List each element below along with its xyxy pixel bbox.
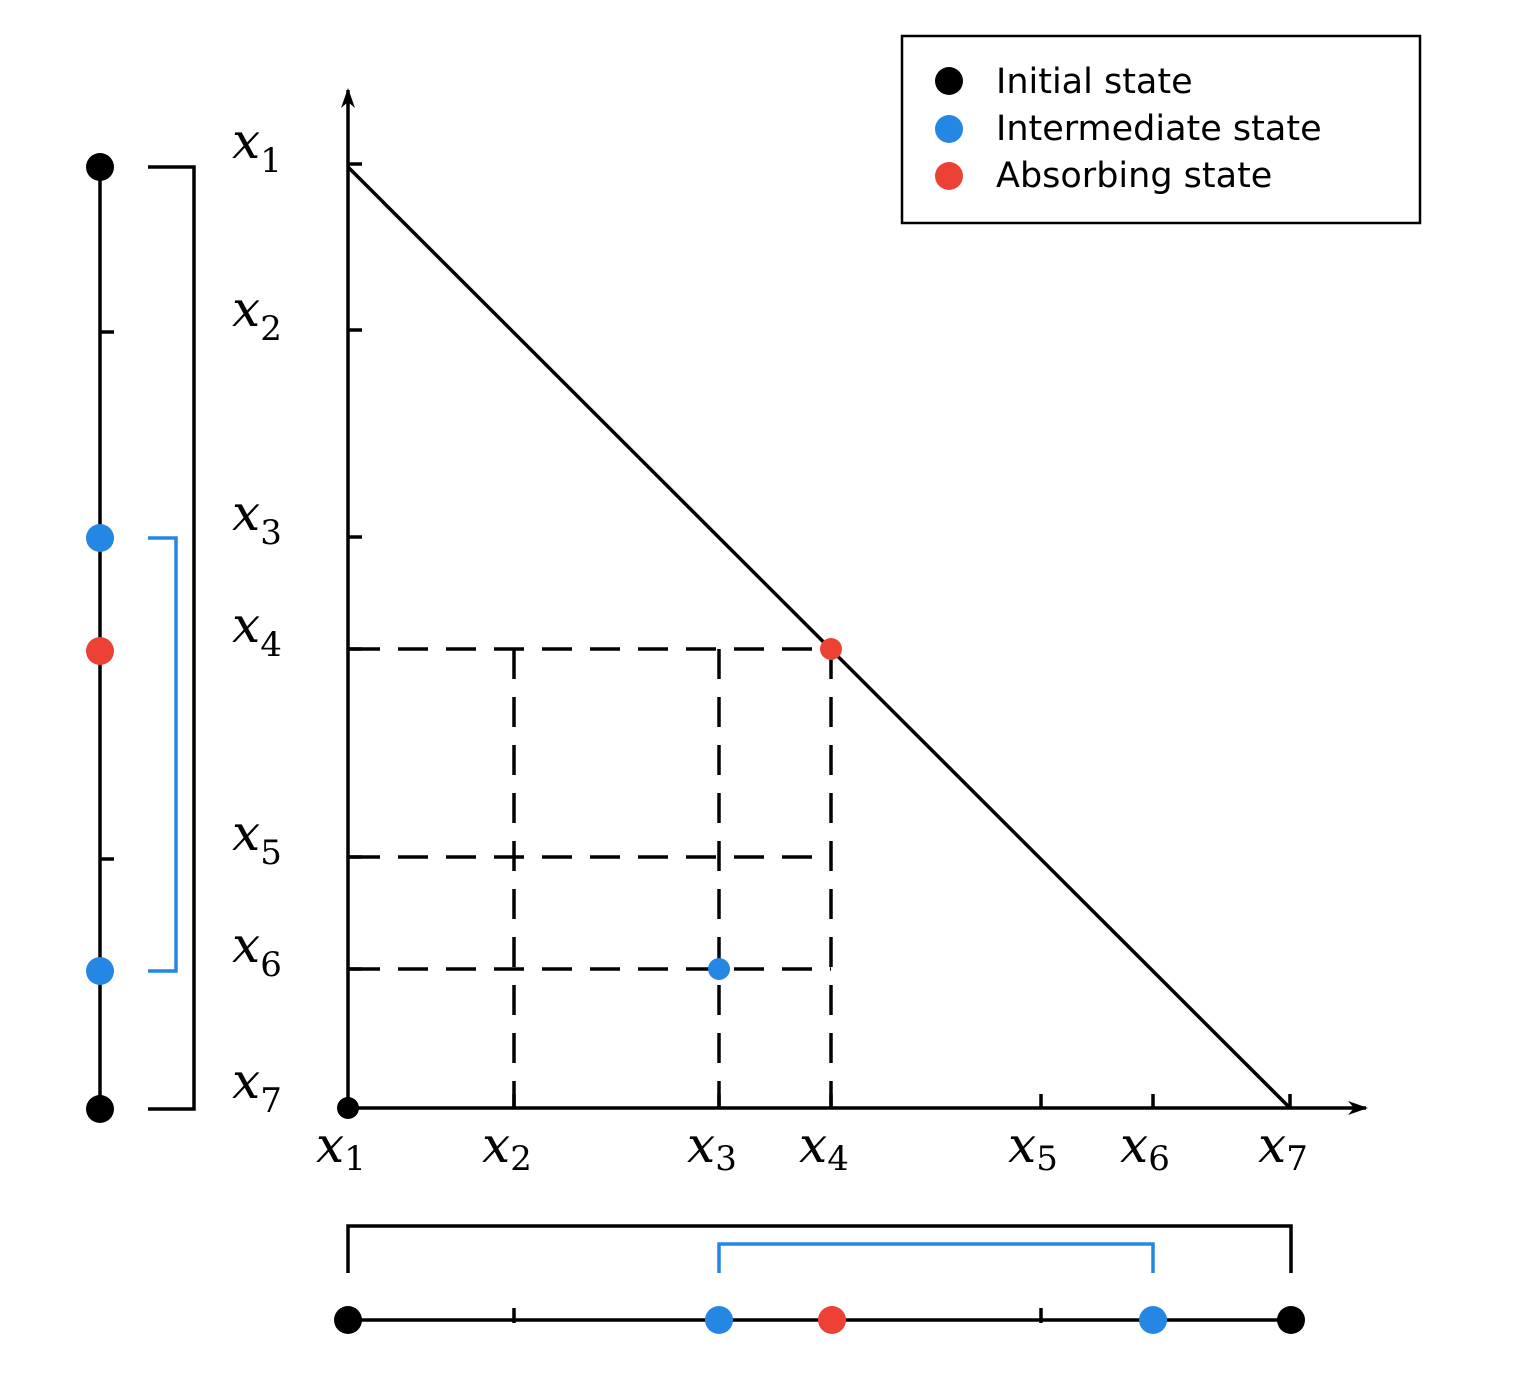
- left-point-x3: [86, 524, 114, 552]
- y-label-x4: x4: [232, 596, 282, 665]
- legend-marker-absorbing: [935, 162, 963, 190]
- bottom-point-x6: [1139, 1306, 1167, 1334]
- x-label-x2: x2: [482, 1116, 532, 1179]
- left-point-x7: [86, 1095, 114, 1123]
- left-number-line: [86, 153, 196, 1123]
- diagonal-boundary: [346, 165, 1292, 1110]
- x-label-x5: x5: [1008, 1116, 1058, 1179]
- origin-point: [337, 1097, 359, 1119]
- y-axis-labels: x1 x2 x3 x4 x5 x6 x7: [232, 112, 282, 1121]
- bottom-outer-bracket: [346, 1224, 1293, 1273]
- bottom-point-x7: [1277, 1306, 1305, 1334]
- x-label-x3: x3: [687, 1116, 737, 1179]
- left-outer-bracket: [148, 165, 196, 1111]
- bottom-point-x3: [705, 1306, 733, 1334]
- x-axis-labels: x1 x2 x3 x4 x5 x6 x7: [316, 1116, 1308, 1179]
- x-label-x1: x1: [316, 1116, 366, 1179]
- y-axis-ticks: [348, 162, 362, 971]
- y-label-x5: x5: [232, 804, 282, 873]
- x-label-x4: x4: [799, 1116, 849, 1179]
- left-point-x6: [86, 957, 114, 985]
- intermediate-point: [708, 958, 730, 980]
- left-inner-bracket: [148, 536, 178, 973]
- bottom-inner-bracket: [717, 1242, 1155, 1273]
- y-label-x2: x2: [232, 280, 282, 349]
- left-point-x1: [86, 153, 114, 181]
- legend-label-absorbing: Absorbing state: [996, 156, 1272, 196]
- absorbing-point: [820, 638, 842, 660]
- y-label-x1: x1: [232, 112, 282, 181]
- legend-box: [900, 34, 1422, 225]
- legend-marker-initial: [935, 67, 963, 95]
- bottom-point-x1: [334, 1306, 362, 1334]
- legend-marker-intermediate: [935, 115, 963, 143]
- y-label-x6: x6: [232, 916, 282, 985]
- left-point-x4: [86, 637, 114, 665]
- legend-label-intermediate: Intermediate state: [996, 109, 1322, 149]
- x-label-x6: x6: [1120, 1116, 1170, 1179]
- y-label-x7: x7: [232, 1052, 282, 1121]
- x-axis-ticks: [512, 1094, 1292, 1108]
- x-label-x7: x7: [1258, 1116, 1308, 1179]
- bottom-point-x4: [818, 1306, 846, 1334]
- y-label-x3: x3: [232, 484, 282, 553]
- legend-label-initial: Initial state: [996, 62, 1193, 102]
- legend: Initial state Intermediate state Absorbi…: [900, 34, 1422, 225]
- bottom-number-line: [334, 1224, 1305, 1334]
- dashed-grid: [350, 647, 833, 1106]
